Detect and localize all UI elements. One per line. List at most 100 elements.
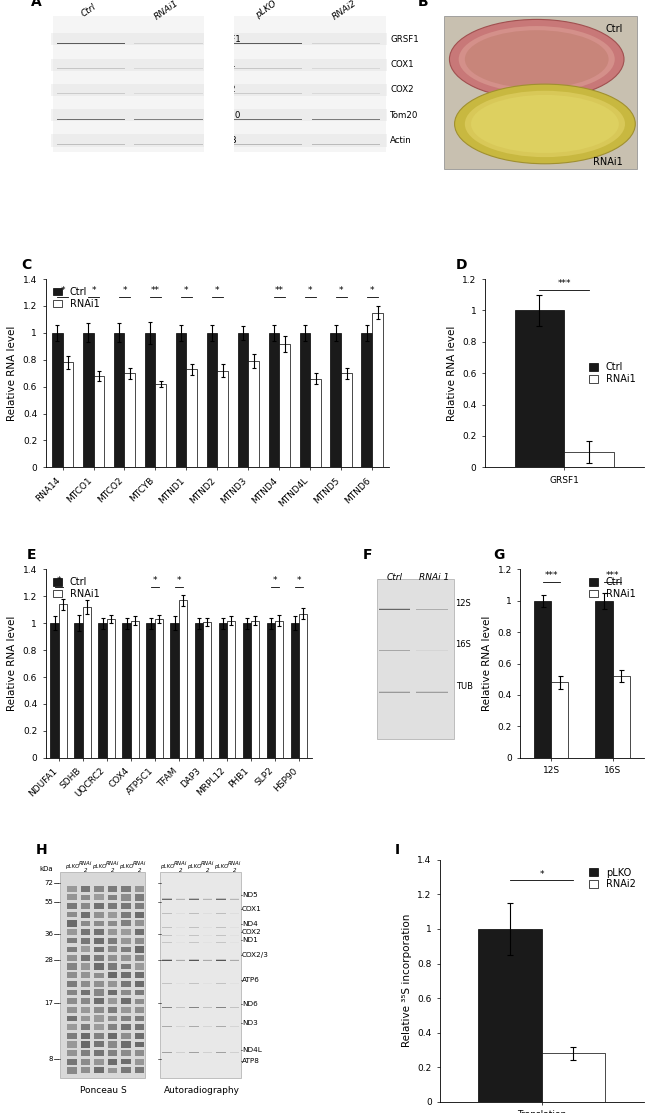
Bar xyxy=(122,920,131,926)
Text: D: D xyxy=(456,257,468,272)
Text: *: * xyxy=(91,286,96,295)
Text: ***: *** xyxy=(558,279,571,288)
Bar xyxy=(160,871,240,1077)
Bar xyxy=(135,1067,144,1073)
Text: SDHB: SDHB xyxy=(213,136,237,145)
Text: *: * xyxy=(370,286,374,295)
Text: COX2/3: COX2/3 xyxy=(242,953,269,958)
Bar xyxy=(122,929,131,935)
Text: COX2: COX2 xyxy=(242,929,262,935)
Bar xyxy=(135,929,144,935)
Bar xyxy=(266,623,275,758)
Bar xyxy=(230,16,385,152)
Legend: Ctrl, RNAi1: Ctrl, RNAi1 xyxy=(50,574,103,602)
Bar xyxy=(114,333,125,467)
Text: COX2: COX2 xyxy=(390,86,413,95)
Bar xyxy=(300,333,310,467)
Bar xyxy=(81,929,90,935)
Bar xyxy=(81,895,90,900)
Text: 2: 2 xyxy=(233,868,236,873)
Bar xyxy=(68,947,77,952)
Bar xyxy=(68,928,77,935)
Text: 8: 8 xyxy=(49,1056,53,1063)
Bar xyxy=(81,989,90,995)
Text: RNAi: RNAi xyxy=(106,860,119,866)
Text: 2: 2 xyxy=(138,868,141,873)
Text: RNAi: RNAi xyxy=(201,860,214,866)
Bar xyxy=(107,619,115,758)
Bar xyxy=(135,1058,144,1065)
Legend: Ctrl, RNAi1: Ctrl, RNAi1 xyxy=(586,359,639,387)
Bar xyxy=(81,955,90,961)
Bar xyxy=(228,83,387,96)
Text: GRSF1: GRSF1 xyxy=(390,35,419,43)
Bar xyxy=(68,903,77,909)
Bar xyxy=(68,1024,77,1031)
Ellipse shape xyxy=(459,26,615,92)
Bar xyxy=(94,1007,104,1013)
Bar xyxy=(108,1007,117,1013)
Bar xyxy=(237,333,248,467)
Text: 28: 28 xyxy=(44,957,53,963)
Bar xyxy=(108,964,117,969)
Text: *: * xyxy=(60,286,65,295)
Text: GRSF1: GRSF1 xyxy=(213,35,241,43)
Bar xyxy=(122,904,131,909)
Bar xyxy=(122,981,131,987)
Ellipse shape xyxy=(449,19,624,99)
Bar xyxy=(98,623,107,758)
Bar xyxy=(595,601,613,758)
Bar xyxy=(81,1067,90,1073)
Text: 36: 36 xyxy=(44,930,53,936)
Bar xyxy=(83,607,91,758)
Y-axis label: Relative RNA level: Relative RNA level xyxy=(7,615,18,711)
Text: ND4L: ND4L xyxy=(242,1047,262,1053)
Text: H: H xyxy=(36,844,47,857)
Bar xyxy=(94,1024,104,1030)
Bar xyxy=(108,946,117,953)
Bar xyxy=(94,376,105,467)
Bar xyxy=(122,623,131,758)
Text: *: * xyxy=(297,577,302,585)
Text: pLKO: pLKO xyxy=(254,0,279,20)
Bar xyxy=(146,623,155,758)
Bar xyxy=(51,109,210,121)
Bar xyxy=(122,1024,131,1031)
Text: *: * xyxy=(153,577,157,585)
Text: 12S: 12S xyxy=(456,599,471,608)
Bar xyxy=(299,613,307,758)
Text: ***: *** xyxy=(606,571,619,580)
Bar xyxy=(68,938,77,944)
Text: *: * xyxy=(308,286,313,295)
Bar xyxy=(228,135,387,147)
Bar xyxy=(564,452,614,467)
Bar xyxy=(551,682,568,758)
Bar xyxy=(108,1041,117,1047)
Legend: pLKO, RNAi2: pLKO, RNAi2 xyxy=(586,865,639,893)
Text: Ctrl: Ctrl xyxy=(387,573,402,582)
Bar xyxy=(53,16,208,152)
Bar xyxy=(108,920,117,926)
Bar xyxy=(94,1033,104,1038)
Bar xyxy=(68,964,77,969)
Text: COX1: COX1 xyxy=(213,60,236,69)
Bar xyxy=(135,1024,144,1031)
Bar xyxy=(108,981,117,987)
Bar xyxy=(135,886,144,892)
Bar xyxy=(534,601,551,758)
Text: *: * xyxy=(184,286,188,295)
Text: 2: 2 xyxy=(84,868,87,873)
Text: TUB: TUB xyxy=(456,681,473,691)
Bar xyxy=(58,604,67,758)
Text: Tom20: Tom20 xyxy=(213,110,241,120)
Bar xyxy=(227,621,235,758)
Bar xyxy=(81,886,90,892)
Bar xyxy=(108,929,117,935)
Bar xyxy=(125,373,135,467)
Bar xyxy=(377,579,454,739)
Bar xyxy=(94,1058,104,1065)
Bar xyxy=(68,955,77,961)
Y-axis label: Relative RNA level: Relative RNA level xyxy=(7,325,18,421)
Bar xyxy=(81,1007,90,1013)
Bar xyxy=(135,920,144,926)
